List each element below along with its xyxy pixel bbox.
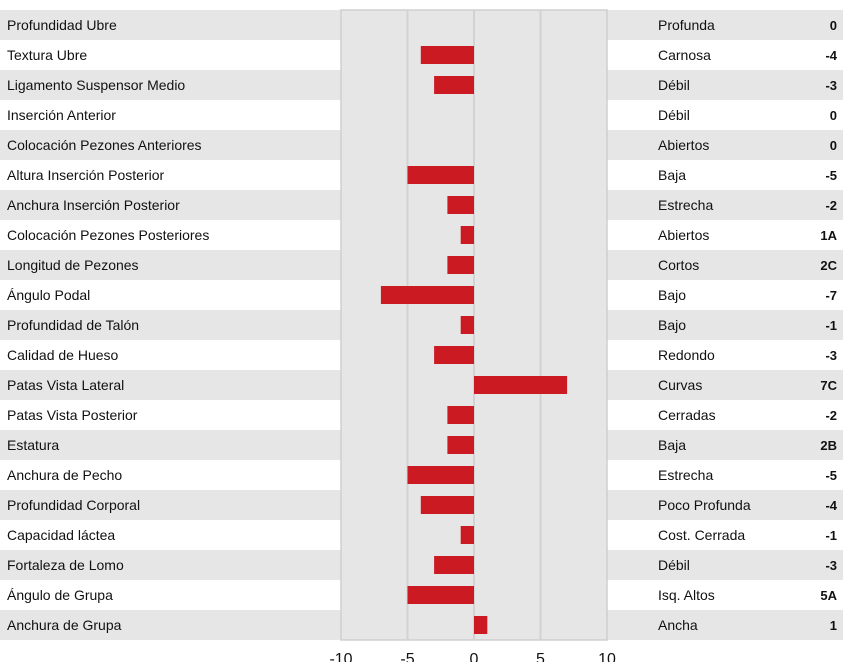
trait-label: Textura Ubre [7, 47, 87, 63]
value-label: -5 [825, 468, 837, 483]
bar [420, 496, 474, 514]
bar [407, 586, 474, 604]
trait-label: Calidad de Hueso [7, 347, 119, 363]
trait-label: Profundidad Corporal [7, 497, 140, 513]
value-label: 0 [830, 108, 837, 123]
descriptor-label: Estrecha [658, 467, 713, 483]
value-label: 2C [820, 258, 837, 273]
descriptor-label: Bajo [658, 317, 686, 333]
value-label: 1A [820, 228, 837, 243]
value-label: 0 [830, 138, 837, 153]
trait-label: Capacidad láctea [7, 527, 115, 543]
bar [407, 166, 474, 184]
value-label: -3 [825, 558, 837, 573]
bar [434, 556, 474, 574]
row-labels: Profundidad Ubre Profunda 0 Textura Ubre Car… [7, 17, 838, 633]
value-label: -2 [825, 198, 837, 213]
trait-label: Patas Vista Posterior [7, 407, 138, 423]
value-label: 2B [820, 438, 837, 453]
descriptor-label: Bajo [658, 287, 686, 303]
descriptor-label: Carnosa [658, 47, 711, 63]
value-label: 5A [820, 588, 837, 603]
bar [474, 376, 568, 394]
bars [380, 46, 568, 634]
bar [460, 526, 474, 544]
x-axis-ticks: -10 -5 0 5 10 [329, 651, 616, 662]
descriptor-label: Cerradas [658, 407, 716, 423]
descriptor-label: Estrecha [658, 197, 713, 213]
value-label: -2 [825, 408, 837, 423]
trait-label: Patas Vista Lateral [7, 377, 124, 393]
descriptor-label: Baja [658, 437, 686, 453]
descriptor-label: Cost. Cerrada [658, 527, 745, 543]
trait-label: Colocación Pezones Anteriores [7, 137, 202, 153]
descriptor-label: Débil [658, 77, 690, 93]
descriptor-label: Baja [658, 167, 686, 183]
descriptor-label: Redondo [658, 347, 715, 363]
bar [447, 406, 474, 424]
bar [434, 76, 474, 94]
trait-label: Anchura Inserción Posterior [7, 197, 180, 213]
descriptor-label: Isq. Altos [658, 587, 715, 603]
value-label: -3 [825, 78, 837, 93]
bar [460, 316, 474, 334]
descriptor-label: Curvas [658, 377, 702, 393]
trait-label: Colocación Pezones Posteriores [7, 227, 209, 243]
descriptor-label: Abiertos [658, 227, 709, 243]
value-label: 7C [820, 378, 837, 393]
x-tick-label: 10 [598, 651, 616, 662]
value-label: 0 [830, 18, 837, 33]
descriptor-label: Débil [658, 107, 690, 123]
x-tick-label: 5 [536, 651, 545, 662]
trait-label: Ángulo Podal [7, 287, 90, 303]
bar [407, 466, 474, 484]
trait-label: Inserción Anterior [7, 107, 116, 123]
value-label: -4 [825, 48, 837, 63]
trait-label: Profundidad Ubre [7, 17, 117, 33]
descriptor-label: Ancha [658, 617, 698, 633]
trait-label: Ligamento Suspensor Medio [7, 77, 185, 93]
trait-label: Profundidad de Talón [7, 317, 139, 333]
descriptor-label: Cortos [658, 257, 699, 273]
trait-label: Longitud de Pezones [7, 257, 139, 273]
trait-label: Altura Inserción Posterior [7, 167, 165, 183]
descriptor-label: Abiertos [658, 137, 709, 153]
value-label: -1 [825, 318, 837, 333]
descriptor-label: Poco Profunda [658, 497, 751, 513]
trait-label: Ángulo de Grupa [7, 587, 113, 603]
bar [380, 286, 474, 304]
value-label: -5 [825, 168, 837, 183]
x-tick-label: 0 [470, 651, 479, 662]
bar [447, 196, 474, 214]
descriptor-label: Profunda [658, 17, 715, 33]
bar [420, 46, 474, 64]
trait-label: Fortaleza de Lomo [7, 557, 124, 573]
x-tick-label: -10 [329, 651, 352, 662]
value-label: -3 [825, 348, 837, 363]
bar [474, 616, 488, 634]
value-label: -7 [825, 288, 837, 303]
bar [434, 346, 474, 364]
value-label: 1 [830, 618, 837, 633]
bar [447, 436, 474, 454]
trait-label: Estatura [7, 437, 59, 453]
trait-label: Anchura de Grupa [7, 617, 122, 633]
descriptor-label: Débil [658, 557, 690, 573]
value-label: -4 [825, 498, 837, 513]
x-tick-label: -5 [400, 651, 414, 662]
bar [447, 256, 474, 274]
value-label: -1 [825, 528, 837, 543]
bar [460, 226, 474, 244]
trait-label: Anchura de Pecho [7, 467, 122, 483]
